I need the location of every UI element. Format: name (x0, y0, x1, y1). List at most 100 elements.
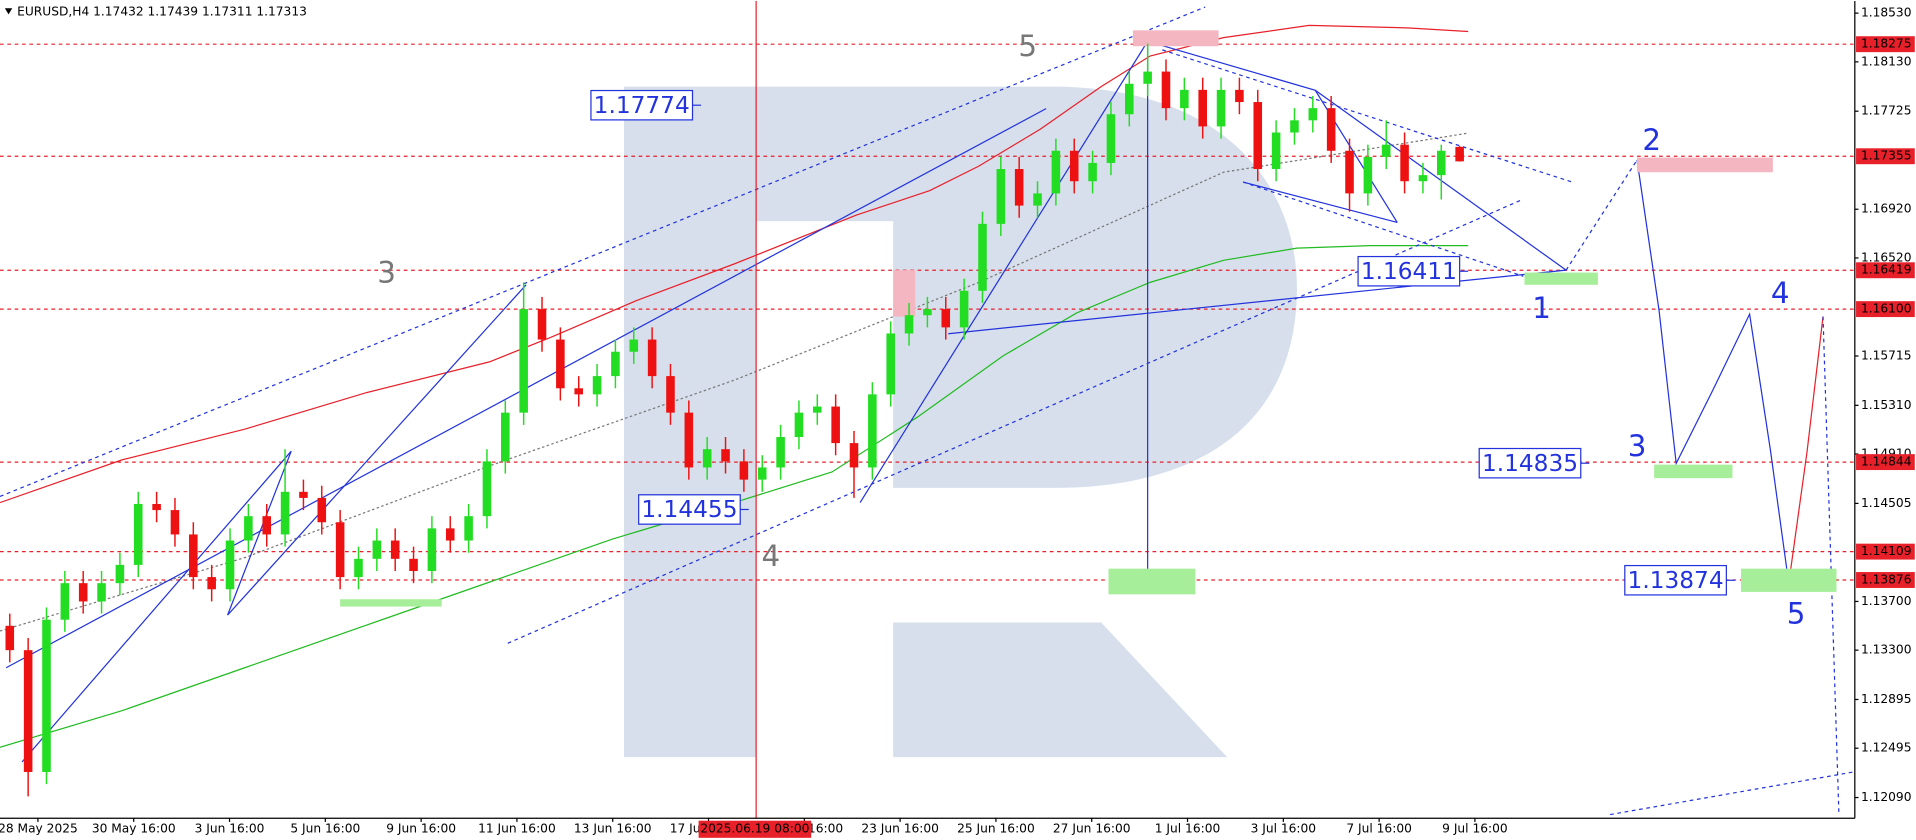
level-tag (1856, 148, 1915, 165)
y-tick-label: 1.16520 (1861, 250, 1912, 264)
candle-body (757, 467, 767, 480)
menu-triangle[interactable] (4, 8, 13, 15)
level-label: 1.16100 (1861, 302, 1912, 316)
chart-header: EURUSD,H4 1.17432 1.17439 1.17311 1.1731… (17, 4, 307, 18)
candle-body (1069, 150, 1079, 182)
candle-body (1088, 162, 1097, 182)
price-label: 1.14835 (1482, 450, 1578, 477)
wave-label: 3 (377, 255, 396, 289)
level-label: 1.17355 (1861, 149, 1912, 163)
candle-body (409, 558, 418, 571)
forecast-label: 2 (1642, 123, 1661, 157)
green-zone (1524, 272, 1598, 285)
candle-body (152, 503, 161, 511)
watermark (623, 86, 1297, 758)
candle-body (849, 443, 859, 468)
y-tick-label: 1.18130 (1861, 54, 1912, 68)
price-label-box (1357, 255, 1461, 287)
level-tag (1856, 543, 1915, 560)
candle-body (280, 491, 290, 535)
green-zone (1741, 568, 1837, 592)
green-zone (1108, 568, 1196, 595)
candle-body (225, 540, 235, 590)
candle-body (78, 583, 88, 602)
wave-line (21, 284, 527, 763)
candle-body (207, 577, 216, 590)
candle-body (611, 351, 620, 377)
candle-body (1051, 150, 1061, 194)
level-label: 1.16419 (1861, 263, 1912, 277)
candle-body (1400, 144, 1409, 182)
y-tick-label: 1.15310 (1861, 398, 1912, 412)
candle-body (813, 406, 822, 413)
x-tick-label: 3 Jul 16:00 (1251, 822, 1317, 836)
level-label: 1.18275 (1861, 37, 1912, 51)
candle-body (299, 491, 308, 498)
y-tick-label: 1.15715 (1861, 349, 1912, 363)
candle-body (1198, 89, 1207, 127)
candle-body (629, 339, 639, 352)
candle-body (372, 540, 382, 559)
candle-body (1418, 175, 1428, 182)
candle-body (1235, 89, 1244, 103)
x-tick-label: 5 Jun 16:00 (290, 822, 360, 836)
level-tag (1856, 36, 1915, 53)
candle-body (445, 528, 455, 541)
gray-dotted-average (0, 132, 1469, 632)
price-label-box (638, 494, 741, 525)
candle-body (647, 339, 657, 377)
channel-lower (507, 198, 1524, 644)
candle-body (666, 376, 675, 413)
candle-body (1381, 144, 1391, 157)
price-label: 1.16411 (1361, 258, 1457, 285)
level-label: 1.13876 (1861, 573, 1912, 587)
pink-zone (1637, 157, 1773, 173)
y-tick-label: 1.17725 (1861, 104, 1912, 118)
forecast-label: 3 (1628, 429, 1647, 463)
green-zone (1654, 464, 1733, 479)
wave-label: 5 (1018, 29, 1037, 63)
candle-body (941, 309, 951, 328)
candle-body (97, 583, 106, 602)
forecast-label: 4 (1771, 276, 1790, 310)
pink-zone (1132, 30, 1219, 47)
candle-body (868, 394, 877, 468)
price-axis-panel (1854, 0, 1916, 840)
green-zone (340, 599, 442, 607)
candle-body (721, 449, 730, 462)
x-tick-label: 1 Jul 16:00 (1155, 822, 1221, 836)
trend-line (948, 269, 1567, 335)
candle-body (1143, 71, 1152, 84)
forecast-dotted (1822, 316, 1840, 815)
candle-body (886, 333, 895, 395)
candle-body (702, 449, 712, 468)
candle-body (1180, 89, 1189, 109)
candle-body (244, 516, 253, 541)
candle-body (317, 497, 327, 523)
candle-body (1290, 120, 1299, 133)
candle-body (115, 564, 125, 584)
red-moving-average (0, 24, 1469, 504)
x-tick-label: 9 Jul 16:00 (1442, 822, 1508, 836)
x-tick-label: 28 May 2025 (0, 822, 78, 836)
candle-body (60, 583, 70, 620)
price-label: 1.17774 (594, 92, 690, 119)
y-tick-label: 1.13300 (1861, 643, 1912, 657)
candle-body (1014, 169, 1024, 206)
wave-label: 4 (761, 539, 780, 573)
level-tag (1856, 454, 1915, 471)
candle-body (776, 437, 785, 468)
forecast-label: 1 (1532, 291, 1551, 325)
level-label: 1.14844 (1861, 455, 1912, 469)
x-tick-label: 13 Jun 16:00 (574, 822, 652, 836)
y-tick-label: 1.18530 (1861, 6, 1912, 20)
candle-body (262, 516, 272, 535)
x-tick-label: 23 Jun 16:00 (861, 822, 939, 836)
candle-body (794, 412, 804, 438)
candle-body (556, 339, 565, 389)
pink-zone (893, 270, 916, 317)
price-label: 1.13874 (1628, 567, 1724, 594)
candle-body (592, 376, 602, 395)
candle-body (1253, 102, 1263, 170)
candle-body (739, 461, 749, 480)
